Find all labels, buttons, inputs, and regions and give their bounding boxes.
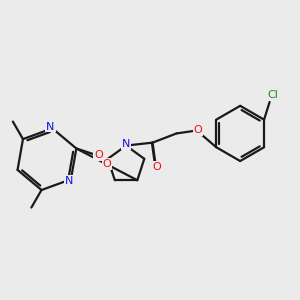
Text: Cl: Cl (267, 90, 278, 100)
Text: O: O (94, 150, 103, 160)
Text: N: N (46, 122, 55, 132)
Text: O: O (152, 162, 161, 172)
Text: O: O (194, 125, 202, 136)
Text: N: N (122, 139, 130, 149)
Text: N: N (65, 176, 73, 186)
Text: O: O (103, 159, 111, 170)
